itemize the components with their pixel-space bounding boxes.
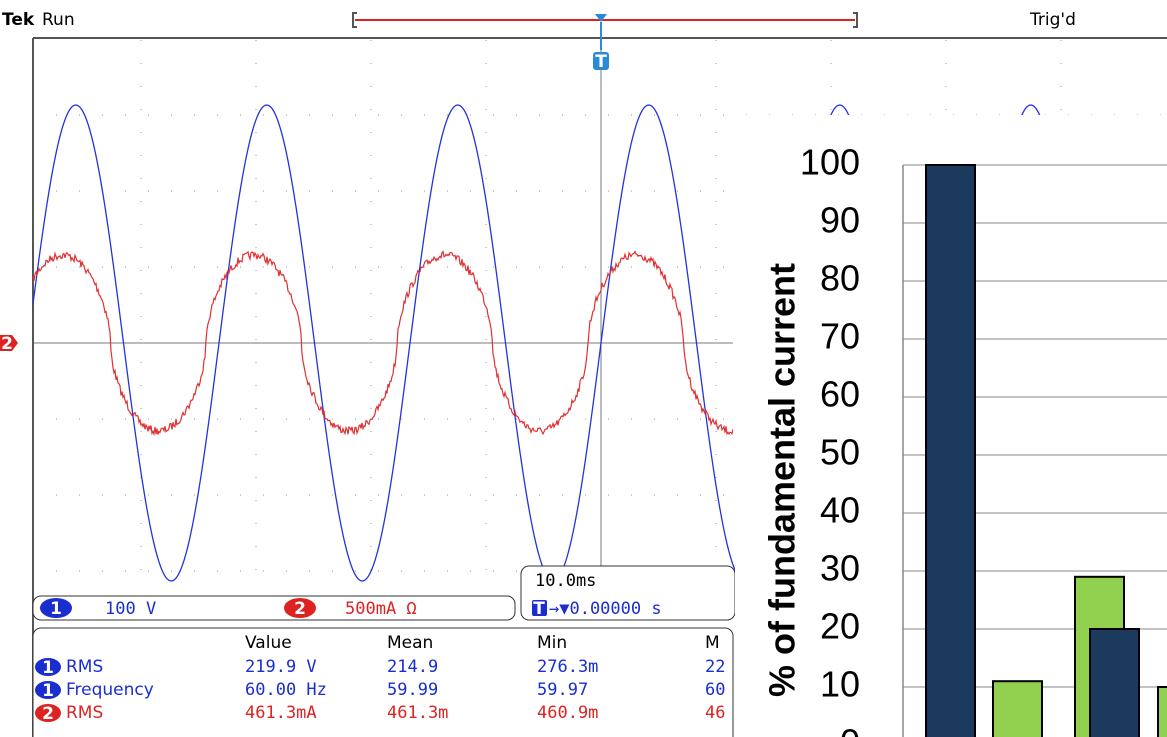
bar [993,681,1042,737]
y-axis-label: % of fundamental current [762,263,803,697]
channel-number: 1 [42,658,54,678]
y-tick-label: 50 [820,432,860,473]
measurement-value: 60.00 Hz [245,680,327,700]
measurement-value: 59.97 [537,680,588,700]
bar [1158,687,1167,737]
column-header: Min [537,633,567,653]
y-tick-label: 100 [800,142,860,183]
ch2-marker: 2 [1,334,13,354]
measurement-value: 461.3m [387,703,448,723]
y-tick-label: 70 [820,316,860,357]
channel-number: 2 [42,704,54,724]
bar [1090,629,1139,737]
measurement-value: 22 [705,657,725,677]
y-tick-label: 40 [820,490,860,531]
measurement-name: Frequency [66,680,154,700]
y-tick-label: 30 [820,548,860,589]
brand: Tek [2,10,35,30]
measurement-value: 60 [705,680,725,700]
trigger-status: Trig'd [1029,10,1076,30]
y-tick-label: 90 [820,200,860,241]
measurement-value: 46 [705,703,725,723]
top-bar [0,0,1167,37]
screenshot: Tek Run T Trig'd 2 1 100 V 2 500mA Ω 10.… [0,0,1167,737]
column-header: Mean [387,633,433,653]
measurement-value: 276.3m [537,657,598,677]
y-tick-label: 20 [820,606,860,647]
y-tick-label: 80 [820,258,860,299]
channel-scale: 100 V [105,599,156,619]
channel-number: 2 [294,599,306,619]
y-tick-label: 0 [840,722,860,737]
timebase: 10.0ms [535,571,596,591]
position-marker: T [533,599,545,619]
status: Run [42,10,75,30]
channel-number: 1 [50,599,62,619]
measurement-value: 219.9 V [245,657,317,677]
bar [926,165,975,737]
measurement-name: RMS [66,703,103,723]
measurement-value: 460.9m [537,703,598,723]
channel-scale: 500mA Ω [345,599,417,619]
page: {"scope": {"brand": "Tek", "status": "Ru… [0,0,1167,737]
measurement-name: RMS [66,657,103,677]
trigger-marker: T [595,52,607,72]
y-tick-label: 60 [820,374,860,415]
column-header: Value [245,633,292,653]
measurement-value: 59.99 [387,680,438,700]
measurement-value: 214.9 [387,657,438,677]
column-header: M [705,633,720,653]
channel-number: 1 [42,681,54,701]
y-tick-label: 10 [820,664,860,705]
position: →▼0.00000 s [549,599,662,619]
measurement-value: 461.3mA [245,703,317,723]
